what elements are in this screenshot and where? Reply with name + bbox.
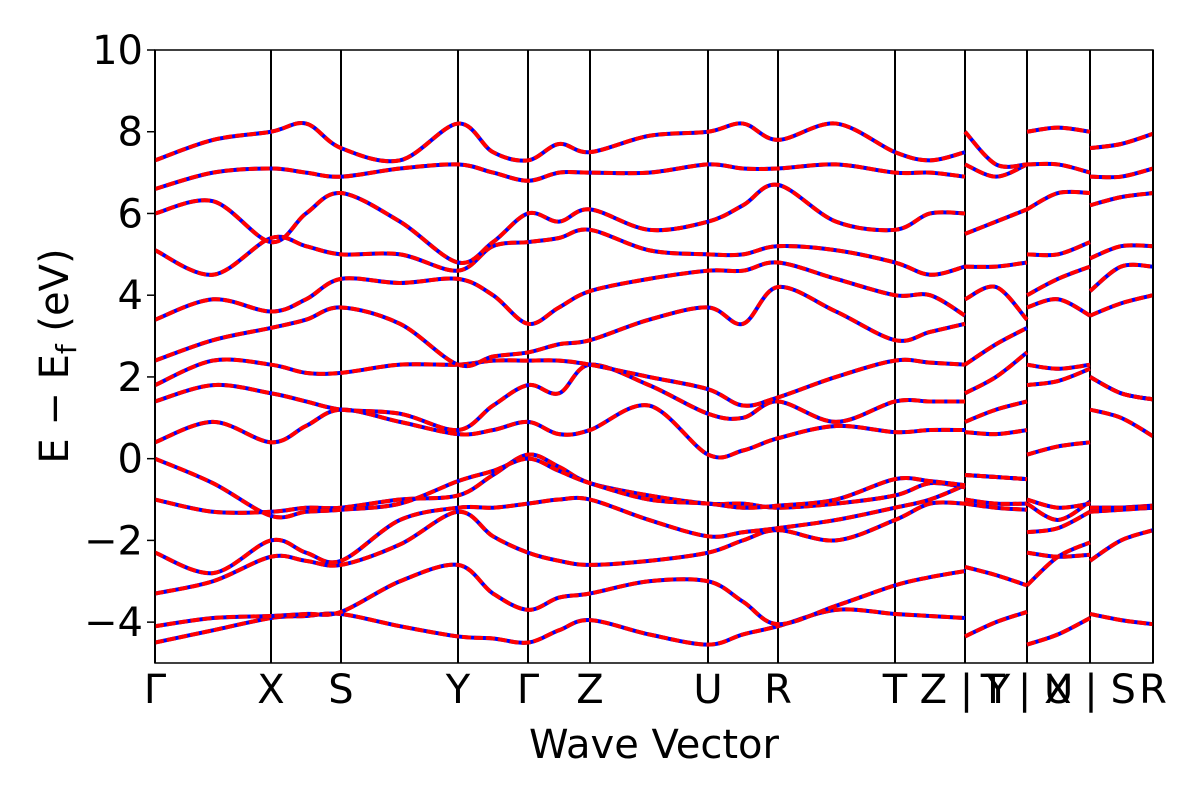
band-line-dashed	[154, 121, 1154, 169]
band-line-dashed	[154, 500, 1154, 596]
y-tick-label: 8	[118, 110, 143, 156]
y-tick-label: 2	[118, 355, 143, 401]
band-line-dashed	[154, 161, 1154, 191]
x-tick-label: U	[693, 667, 722, 713]
x-tick-label: X | S	[1044, 667, 1136, 713]
y-axis-label-sub: f	[50, 343, 83, 354]
band-line	[154, 121, 1154, 169]
x-tick-label: T | U	[980, 667, 1074, 713]
band-line-dashed	[154, 607, 1154, 647]
y-tick-label: 4	[118, 273, 143, 319]
band-line-dashed	[154, 227, 1154, 277]
band-line-dashed	[154, 528, 1154, 629]
x-tick-label: X	[257, 667, 284, 713]
x-tick-label: T	[882, 667, 908, 713]
x-tick-label: Z	[576, 667, 603, 713]
y-tick-label: 6	[118, 191, 143, 237]
band-line-dashed	[154, 403, 1155, 460]
band-line-dashed	[154, 483, 1154, 576]
x-tick-label: Γ	[144, 667, 167, 713]
band-line	[154, 182, 1154, 265]
y-axis-label-end: (eV)	[32, 248, 78, 344]
band-line-dashed	[154, 362, 1154, 433]
band-line	[154, 403, 1155, 460]
y-tick-label: −4	[84, 600, 143, 646]
y-axis-label-main: E − E	[32, 354, 78, 464]
x-tick-label: Y	[445, 667, 471, 713]
y-tick-label: 0	[118, 437, 143, 483]
band-line-dashed	[154, 285, 1154, 368]
x-tick-label: S	[328, 667, 353, 713]
x-tick-label: R	[764, 667, 792, 713]
y-tick-label: −2	[84, 518, 143, 564]
y-axis-label: E − Ef (eV)	[32, 248, 83, 463]
band-line-dashed	[154, 456, 1153, 520]
x-tick-label: Γ	[517, 667, 540, 713]
band-line-dashed	[154, 350, 1154, 408]
x-axis-label: Wave Vector	[529, 722, 780, 768]
x-tick-label: Z | Y	[920, 667, 1011, 713]
plot-frame	[154, 49, 1154, 664]
y-tick-label: 10	[92, 28, 143, 74]
band-line-dashed	[154, 260, 1154, 326]
x-tick-label: R	[1139, 667, 1167, 713]
